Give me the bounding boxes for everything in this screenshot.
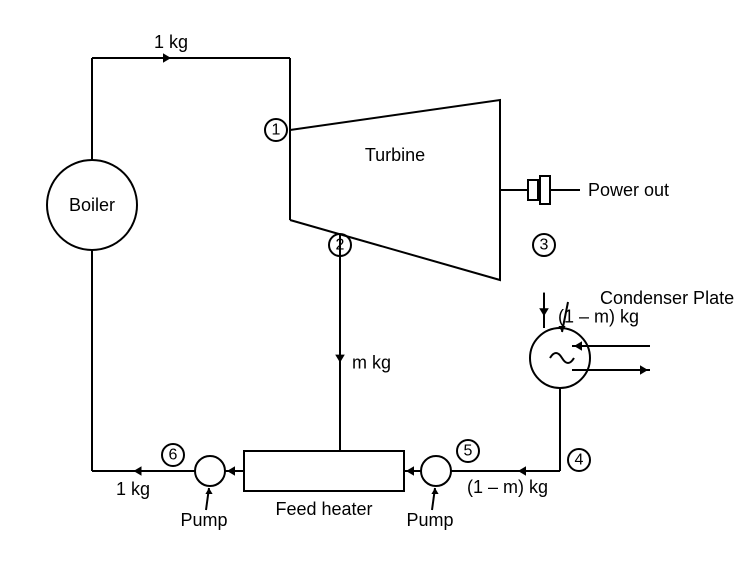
svg-text:Turbine: Turbine	[365, 145, 425, 165]
svg-text:Boiler: Boiler	[69, 195, 115, 215]
svg-text:5: 5	[464, 443, 473, 460]
svg-text:Pump: Pump	[406, 510, 453, 530]
svg-text:1: 1	[272, 122, 281, 139]
svg-text:m kg: m kg	[352, 353, 391, 373]
svg-text:3: 3	[540, 237, 549, 254]
svg-text:6: 6	[169, 447, 178, 464]
svg-text:2: 2	[336, 237, 345, 254]
svg-text:Feed heater: Feed heater	[275, 499, 372, 519]
svg-text:(1 – m) kg: (1 – m) kg	[467, 477, 548, 497]
svg-text:Power out: Power out	[588, 180, 669, 200]
svg-text:4: 4	[575, 452, 584, 469]
svg-text:1 kg: 1 kg	[154, 32, 188, 52]
svg-text:1 kg: 1 kg	[116, 479, 150, 499]
svg-text:Pump: Pump	[180, 510, 227, 530]
svg-text:(1 – m) kg: (1 – m) kg	[558, 306, 639, 326]
svg-text:Condenser Plate: Condenser Plate	[600, 288, 734, 308]
